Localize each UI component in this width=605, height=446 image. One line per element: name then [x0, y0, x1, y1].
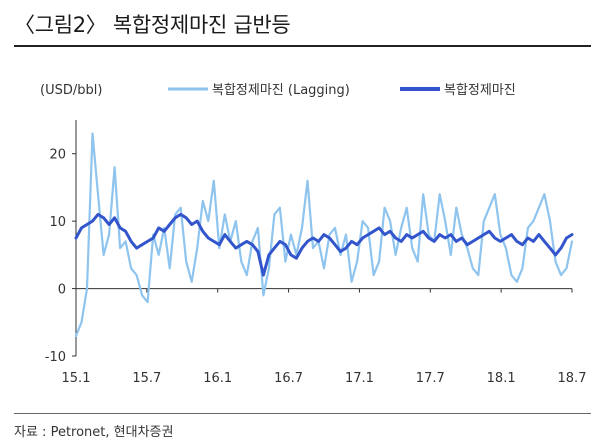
x-tick-label: 15.7	[132, 371, 161, 386]
y-tick-label: 0	[58, 283, 66, 298]
legend: 복합정제마진 (Lagging) 복합정제마진	[168, 83, 516, 98]
source-note: 자료 : Petronet, 현대차증권	[14, 425, 174, 440]
x-tick-label: 17.7	[416, 371, 445, 386]
x-tick-label: 16.7	[274, 371, 303, 386]
y-unit-label: (USD/bbl)	[40, 83, 102, 98]
axes: -10 0 10 20 15.1 15.7 16.1 16.7 17.1 17.7 18.1 18.7	[45, 120, 587, 386]
x-tick-label: 15.1	[62, 371, 91, 386]
y-tick-label: 20	[49, 148, 66, 163]
series-line-lagging	[74, 132, 574, 337]
series-line-margin	[74, 212, 574, 277]
y-tick-label: 10	[49, 215, 66, 230]
legend-label: 복합정제마진 (Lagging)	[212, 83, 350, 98]
legend-label: 복합정제마진	[444, 83, 516, 98]
x-tick-label: 16.1	[203, 371, 232, 386]
x-tick-label: 18.7	[558, 371, 587, 386]
chart-title: 〈그림2〉 복합정제마진 급반등	[14, 13, 291, 37]
x-tick-label: 17.1	[345, 371, 374, 386]
refining-margin-line-chart: (USD/bbl) 복합정제마진 (Lagging) 복합정제마진 -10 0 10 2…	[40, 83, 587, 386]
source-rule	[14, 413, 591, 414]
title-rule	[14, 45, 591, 47]
series-layer	[74, 132, 574, 337]
x-tick-label: 18.1	[487, 371, 516, 386]
y-tick-label: -10	[45, 350, 66, 365]
